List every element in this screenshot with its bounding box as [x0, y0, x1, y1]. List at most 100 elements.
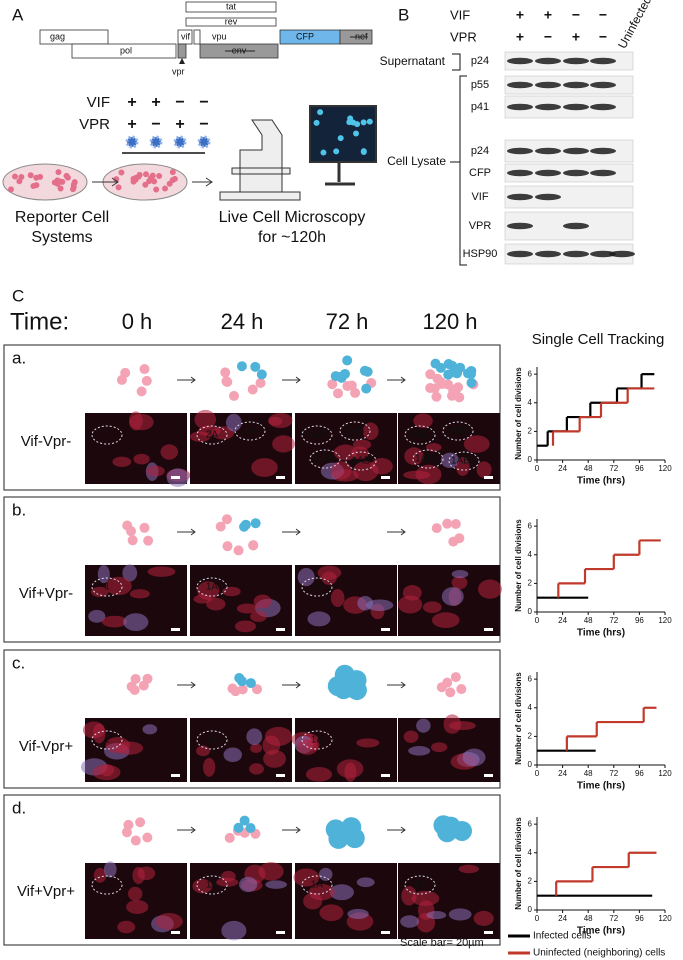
x-axis-label: Time (hrs): [577, 476, 625, 487]
cell-label: 1A: [206, 735, 219, 746]
micro-cell: [357, 596, 374, 611]
cell-label: 1: [104, 582, 110, 593]
dish-cell: [143, 171, 150, 178]
monitor-stand: [325, 162, 355, 186]
micro-cell: [193, 594, 212, 604]
cartoon-cell: [130, 673, 141, 684]
cartoon-cell: [236, 676, 247, 687]
cell-outline: [301, 875, 333, 895]
micro-cell: [319, 904, 344, 922]
blot-band: [507, 103, 533, 111]
arrow: [92, 177, 119, 187]
cartoon-cell: [432, 373, 443, 384]
micro-cell: [448, 908, 472, 921]
micro-cell: [431, 612, 460, 629]
cartoon-cell: [425, 383, 436, 394]
tracking-title: Single Cell Tracking: [532, 331, 665, 348]
cartoon-cell: [435, 362, 446, 373]
dish-cell: [115, 184, 122, 191]
micro-cell: [473, 910, 494, 926]
condition-sign: −: [151, 116, 160, 133]
legend-label: Infected cells: [533, 931, 591, 942]
blot-band: [563, 147, 589, 155]
scale-bar: [171, 476, 180, 479]
y-tick-label: 2: [528, 731, 533, 740]
scale-bar: [381, 628, 390, 631]
micro-cell: [330, 461, 352, 480]
blot-band: [590, 81, 616, 89]
micro-cell: [239, 876, 258, 893]
gene-label: vpu: [212, 31, 227, 41]
dish-cell: [18, 173, 25, 180]
micro-cell: [307, 611, 331, 627]
condition-sign: −: [199, 94, 208, 111]
y-tick-label: 6: [528, 674, 533, 683]
row-letter: b.: [12, 500, 26, 519]
cell-label: 1ABC: [445, 426, 471, 437]
micro-cell: [91, 586, 109, 598]
cartoon-cell: [346, 670, 367, 691]
cartoon-cell: [122, 520, 133, 531]
scale-bar: [484, 628, 493, 631]
cell-label: 1A: [311, 880, 324, 891]
micro-cell: [455, 456, 470, 476]
cell-label: 1A: [414, 880, 427, 891]
cartoon-cell: [450, 519, 461, 530]
cartoon-cell: [448, 536, 459, 547]
x-tick-label: 72: [609, 616, 618, 625]
gene-box: [177, 43, 187, 59]
x-tick-label: 48: [584, 464, 593, 473]
x-tick-label: 120: [658, 616, 672, 625]
x-tick-label: 120: [658, 464, 672, 473]
micro-cell: [443, 714, 461, 734]
cell-outline: [196, 875, 228, 895]
blot-band: [590, 103, 616, 111]
micro-cell: [306, 739, 320, 751]
x-tick-label: 24: [558, 914, 567, 923]
cartoon-cell: [442, 677, 453, 688]
micro-cell: [206, 597, 226, 611]
dish-cell: [130, 175, 137, 182]
arrow: [177, 826, 196, 834]
condition-sign: −: [599, 7, 607, 23]
condition-sign: −: [599, 29, 607, 45]
condition-sign: +: [516, 7, 524, 23]
cartoon-cell: [247, 384, 258, 395]
cartoon-cell: [431, 523, 442, 534]
x-tick-label: 48: [584, 616, 593, 625]
cartoon-cell: [136, 386, 147, 397]
cartoon-cell: [466, 377, 477, 388]
micro-cell: [137, 866, 156, 881]
micro-cell: [293, 868, 320, 887]
micro-cell: [250, 743, 263, 753]
cell-label: 1AB: [352, 456, 371, 467]
micro-cell: [93, 867, 107, 883]
blot-band: [563, 103, 589, 111]
micro-cell: [234, 620, 256, 633]
micro-cell: [415, 464, 442, 485]
cartoon-cell: [142, 832, 153, 843]
micro-cell: [250, 611, 267, 623]
micro-cell: [123, 613, 149, 632]
time-point: 24 h: [221, 309, 264, 334]
condition-name: VPR: [450, 29, 477, 44]
cell-outline: [234, 421, 266, 441]
panel-label: C: [12, 286, 24, 305]
arrow: [177, 528, 196, 536]
blot-label: p24: [471, 145, 489, 157]
micro-cell: [112, 456, 132, 467]
arrow: [282, 681, 301, 689]
micro-cell: [142, 724, 158, 735]
blot-strip: [504, 185, 634, 209]
dish-cell: [37, 173, 44, 180]
dish-cell: [33, 182, 40, 189]
blot-label: p24: [471, 55, 489, 67]
cell-label: 1: [104, 430, 110, 441]
x-tick-label: 96: [635, 914, 644, 923]
cartoon-cell: [224, 832, 235, 843]
cell-label: 1ABC: [407, 430, 433, 441]
dish-cell: [51, 179, 58, 186]
blot-band: [609, 250, 635, 258]
cartoon-cell: [233, 822, 244, 833]
micro-cell: [225, 413, 242, 432]
